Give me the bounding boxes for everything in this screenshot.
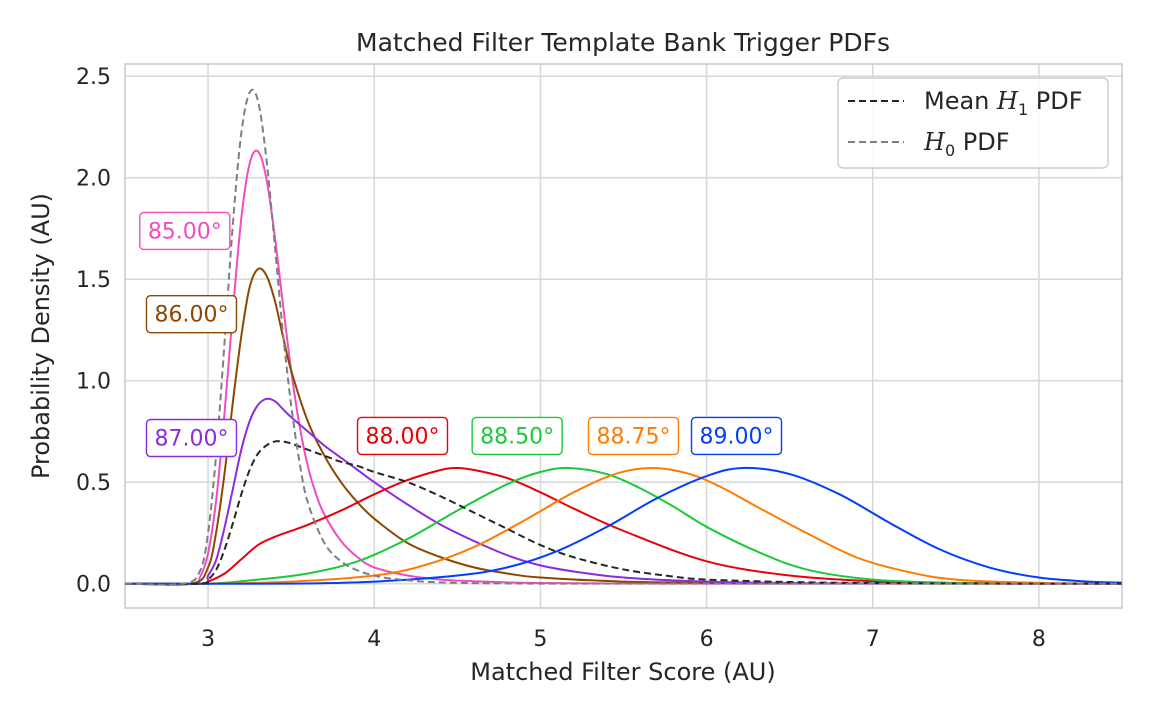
series-line-88-75 — [124, 466, 1123, 585]
angle-label-text: 86.00° — [154, 303, 228, 328]
plot-frame — [124, 63, 1123, 609]
series-line-87-00 — [124, 397, 1123, 586]
series-line-85-00 — [124, 149, 1123, 586]
x-tick-labels: 3 4 5 6 7 8 — [201, 627, 1046, 652]
x-tick-label: 3 — [201, 627, 215, 652]
angle-label-text: 88.00° — [366, 424, 440, 449]
y-tick-label: 1.5 — [76, 268, 111, 293]
y-tick-labels: 0.0 0.5 1.0 1.5 2.0 2.5 — [76, 65, 111, 597]
angle-label-box — [471, 416, 563, 456]
y-tick-label: 0.5 — [76, 471, 111, 496]
x-tick-label: 6 — [700, 627, 714, 652]
angle-label-box — [587, 416, 680, 456]
angle-label-85-00: 85.00° — [139, 211, 231, 251]
angle-label-88-00: 88.00° — [356, 416, 449, 456]
legend-label-mean-h1: Mean H1 PDF — [924, 87, 1083, 119]
angle-label-text: 85.00° — [148, 219, 222, 244]
angle-label-box — [356, 416, 449, 456]
angle-label-text: 89.00° — [700, 424, 774, 449]
angle-label-87-00: 87.00° — [145, 418, 238, 458]
angle-label-box — [139, 211, 231, 251]
series-line-mean-h1-pdf — [124, 440, 1123, 585]
angle-label-text: 88.50° — [480, 424, 554, 449]
angle-label-88-50: 88.50° — [471, 416, 563, 456]
angle-label-text: 87.00° — [154, 426, 228, 451]
angle-label-text: 88.75° — [596, 424, 670, 449]
legend-label-h0: H0 PDF — [923, 128, 1010, 160]
chart-title: Matched Filter Template Bank Trigger PDF… — [356, 28, 890, 57]
angle-label-86-00: 86.00° — [145, 294, 238, 334]
y-tick-label: 1.0 — [76, 370, 111, 395]
x-tick-label: 5 — [533, 627, 547, 652]
y-axis-label: Probability Density (AU) — [27, 193, 55, 479]
legend-box — [837, 77, 1109, 169]
angle-label-88-75: 88.75° — [587, 416, 680, 456]
angle-label-box — [145, 294, 238, 334]
series-line-89-00 — [124, 466, 1123, 585]
series-layer — [124, 88, 1123, 586]
series-line-88-50 — [124, 466, 1123, 585]
x-axis-label: Matched Filter Score (AU) — [470, 658, 775, 686]
y-tick-label: 0.0 — [76, 573, 111, 598]
annotation-layer: 85.00° 86.00° 87.00° 88.00° 88.50° 88.75° 89.0… — [139, 211, 783, 458]
angle-label-box — [145, 418, 238, 458]
y-tick-label: 2.0 — [76, 167, 111, 192]
legend: Mean H1 PDF H0 PDF — [837, 77, 1109, 169]
x-tick-label: 7 — [866, 627, 880, 652]
x-tick-label: 8 — [1032, 627, 1046, 652]
angle-label-89-00: 89.00° — [690, 416, 783, 456]
y-tick-label: 2.5 — [76, 65, 111, 90]
series-line-88-00 — [124, 466, 1123, 585]
angle-label-box — [690, 416, 783, 456]
series-line-h0-pdf — [124, 88, 1123, 586]
x-tick-label: 4 — [367, 627, 381, 652]
